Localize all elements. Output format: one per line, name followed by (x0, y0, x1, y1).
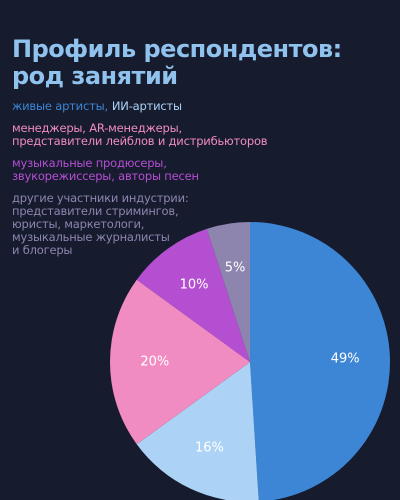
legend-entry: другие участники индустрии: представител… (12, 191, 189, 257)
pie-slice (206, 222, 250, 362)
slice-label: 10% (180, 277, 209, 292)
legend: живые артисты, ИИ-артисты менеджеры, AR-ме… (12, 100, 397, 266)
legend-entry: ИИ-артисты (111, 99, 182, 113)
legend-entry: менеджеры, AR-менеджеры, представители л… (12, 121, 268, 148)
chart-title: Профиль респондентов: род занятий (12, 35, 342, 90)
pie-slice (136, 228, 250, 362)
slice-label: 49% (331, 352, 360, 367)
pie-slice (136, 362, 259, 500)
legend-row: живые артисты, ИИ-артисты (12, 100, 397, 113)
slice-label: 5% (225, 260, 246, 275)
slice-label: 16% (195, 441, 224, 456)
slice-label: 20% (140, 355, 169, 370)
pie-slice (110, 279, 250, 445)
legend-entry: музыкальные продюсеры, звукорежиссеры, а… (12, 156, 199, 183)
pie-slice (250, 222, 390, 500)
legend-entry: живые артисты, (12, 99, 108, 113)
